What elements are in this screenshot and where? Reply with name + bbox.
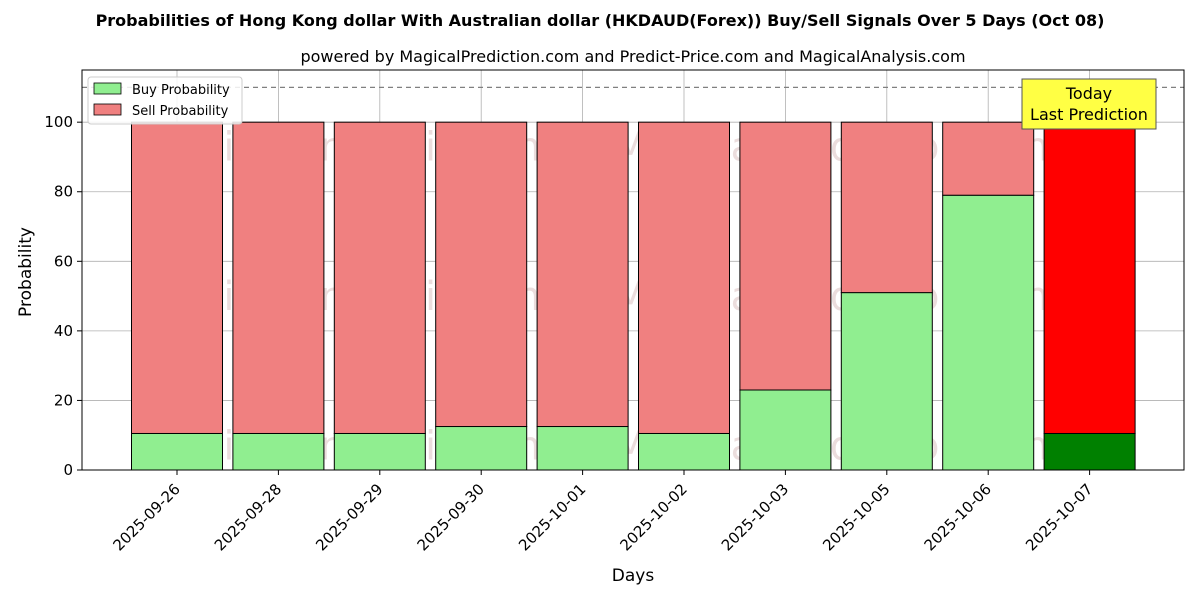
y-tick-label: 20 [54, 391, 73, 409]
bar-sell [1043, 121, 1136, 434]
y-tick-label: 100 [44, 113, 73, 131]
bar-sell [942, 121, 1035, 196]
bar-sell [840, 121, 933, 294]
x-axis: 2025-09-26 2025-09-28 2025-09-29 2025-09-30… [109, 470, 1096, 554]
y-axis-label: Probability [16, 227, 36, 317]
x-tick-label: 2025-10-03 [718, 480, 792, 554]
bar-buy [942, 194, 1035, 471]
chart-subtitle: powered by MagicalPrediction.com and Pre… [300, 47, 965, 66]
bar-sell [333, 121, 426, 434]
y-tick-label: 0 [63, 461, 73, 479]
x-tick-label: 2025-10-07 [1022, 480, 1096, 554]
bar-buy [840, 292, 933, 471]
bar-buy [638, 432, 730, 471]
annotation-line2: Last Prediction [1030, 105, 1148, 124]
annotation-line1: Today [1065, 84, 1112, 103]
bar-sell [131, 121, 223, 434]
bar-sell [638, 121, 730, 434]
x-tick-label: 2025-10-06 [921, 480, 995, 554]
y-tick-label: 40 [54, 322, 73, 340]
bar-sell [739, 121, 832, 391]
bar-sell [232, 121, 325, 434]
bar-buy [333, 432, 426, 471]
bar-buy [739, 389, 832, 471]
annotation-box [1021, 78, 1157, 130]
chart-title: Probabilities of Hong Kong dollar With A… [96, 11, 1105, 30]
bar-sell [536, 121, 629, 428]
legend-frame [87, 76, 243, 125]
x-tick-label: 2025-09-29 [312, 480, 386, 554]
legend-swatch-buy [93, 82, 122, 95]
bar-buy [232, 432, 325, 471]
legend: Buy Probability Sell Probability [87, 76, 243, 125]
x-tick-label: 2025-10-01 [515, 480, 589, 554]
x-tick-label: 2025-09-30 [414, 480, 488, 554]
plot-frame [81, 69, 1185, 471]
legend-swatch-sell [93, 103, 122, 116]
bar-buy [536, 426, 629, 471]
x-tick-label: 2025-10-02 [616, 480, 690, 554]
bar-buy [1043, 432, 1136, 471]
y-tick-label: 60 [54, 252, 73, 270]
bar-buy [435, 426, 528, 471]
x-tick-label: 2025-10-05 [819, 480, 893, 554]
x-tick-label: 2025-09-26 [109, 480, 183, 554]
x-axis-label: Days [612, 566, 655, 586]
today-annotation: Today Last Prediction [1021, 78, 1157, 130]
x-tick-label: 2025-09-28 [211, 480, 285, 554]
legend-label-buy: Buy Probability [132, 83, 230, 98]
bar-buy [131, 432, 223, 471]
y-tick-label: 80 [54, 183, 73, 201]
bars [131, 121, 1136, 471]
y-axis: 0 20 40 60 80 100 [44, 113, 82, 479]
legend-label-sell: Sell Probability [132, 104, 229, 119]
bar-sell [435, 121, 528, 428]
